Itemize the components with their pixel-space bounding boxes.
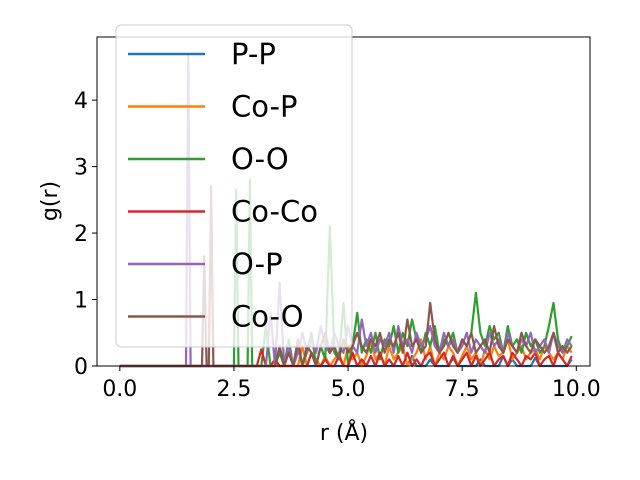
legend-label: O-P: [231, 247, 283, 281]
y-axis-label: g(r): [38, 181, 63, 221]
y-tick-label: 1: [74, 289, 88, 314]
x-tick-label: 5.0: [331, 377, 366, 402]
x-axis-label: r (Å): [320, 419, 368, 446]
x-tick-label: 0.0: [102, 377, 137, 402]
y-tick-label: 0: [74, 355, 88, 380]
legend-label: Co-P: [231, 90, 297, 124]
legend-label: Co-Co: [231, 195, 318, 229]
y-tick-label: 2: [74, 222, 88, 247]
x-tick-label: 7.5: [445, 377, 480, 402]
x-tick-label: 10.0: [552, 377, 601, 402]
legend-label: P-P: [231, 37, 276, 71]
legend-label: O-O: [231, 142, 289, 176]
y-tick-label: 4: [74, 89, 88, 114]
ticks-layer: 0.0 2.5 5.0 7.5 10.0 0 1 2 3 4: [74, 89, 601, 402]
x-tick-label: 2.5: [216, 377, 251, 402]
legend: P-P Co-P O-O Co-Co O-P Co-O: [115, 24, 353, 348]
y-tick-label: 3: [74, 156, 88, 181]
legend-label: Co-O: [231, 300, 304, 334]
